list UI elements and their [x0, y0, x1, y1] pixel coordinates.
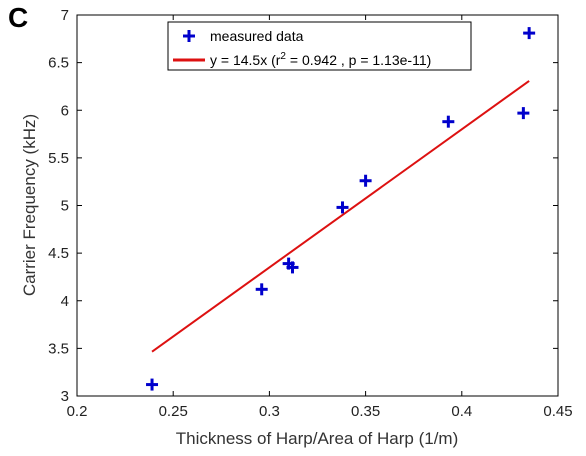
x-tick-label: 0.4 [451, 403, 472, 420]
x-tick-label: 0.35 [351, 403, 380, 420]
x-tick-label: 0.2 [67, 403, 88, 420]
data-point [146, 378, 159, 391]
y-tick-label: 5.5 [48, 150, 69, 167]
y-tick-label: 6 [61, 102, 69, 119]
data-point [442, 115, 455, 128]
fit-line [151, 80, 530, 353]
legend-fit-text-before: y = 14.5x (r [210, 52, 281, 68]
legend-entry-fit: y = 14.5x (r2 = 0.942 , p = 1.13e-11) [210, 51, 431, 68]
x-tick-label: 0.25 [159, 403, 188, 420]
y-tick-label: 7 [61, 7, 69, 24]
data-point [336, 201, 349, 214]
legend-entry-measured: measured data [210, 28, 304, 44]
data-point [523, 27, 536, 40]
legend-fit-sup: 2 [280, 51, 286, 62]
legend-box [167, 21, 472, 71]
legend: measured data y = 14.5x (r2 = 0.942 , p … [167, 21, 472, 71]
legend-fit-text-after: = 0.942 , p = 1.13e-11) [286, 52, 431, 68]
y-axis-label: Carrier Frequency (kHz) [20, 114, 39, 296]
y-tick-label: 4.5 [48, 245, 69, 262]
y-tick-label: 3 [61, 388, 69, 405]
y-tick-label: 4 [61, 293, 69, 310]
y-tick-label: 5 [61, 198, 69, 215]
y-tick-label: 3.5 [48, 340, 69, 357]
data-point [517, 107, 530, 120]
legend-marker-plus [183, 30, 195, 42]
data-point [286, 261, 299, 274]
data-point [255, 283, 268, 296]
y-tick-label: 6.5 [48, 55, 69, 72]
data-point [359, 174, 372, 187]
plot-area [76, 14, 559, 397]
panel-label: C [8, 2, 29, 33]
x-axis-label: Thickness of Harp/Area of Harp (1/m) [176, 429, 458, 448]
x-tick-label: 0.3 [259, 403, 280, 420]
x-tick-label: 0.45 [543, 403, 572, 420]
